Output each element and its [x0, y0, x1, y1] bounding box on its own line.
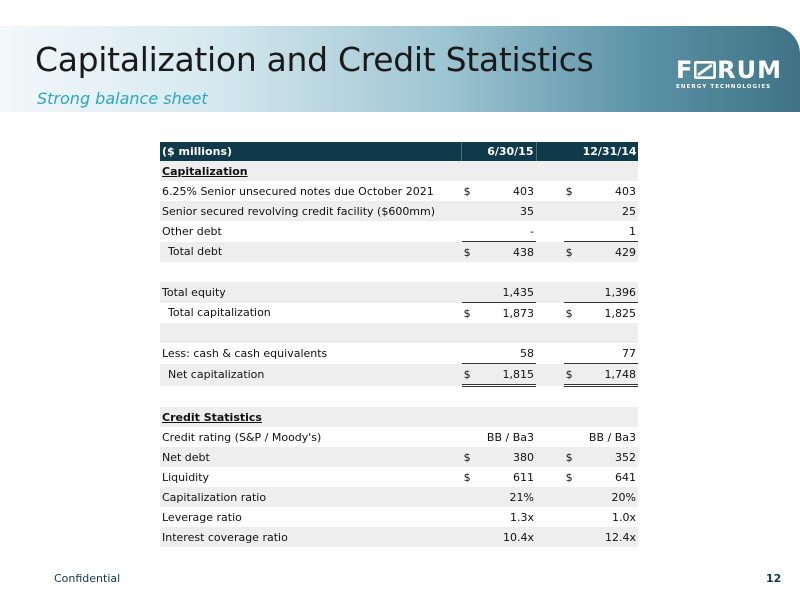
- value-12-31-14: 1.0x: [611, 510, 636, 524]
- currency-symbol: $: [563, 363, 581, 387]
- currency-symbol: $: [565, 470, 573, 484]
- table-row: Capitalization ratio 21% 20%: [160, 487, 638, 507]
- table-row-spacer: [160, 323, 638, 343]
- value-12-31-14: BB / Ba3: [588, 430, 636, 444]
- row-label: Other debt: [162, 224, 222, 238]
- row-label: Less: cash & cash equivalents: [162, 346, 328, 360]
- currency-symbol: $: [461, 241, 479, 262]
- table-row: Total equity 1,435 1,396: [160, 282, 638, 303]
- table-row-spacer: [160, 386, 638, 408]
- row-label: Total capitalization: [168, 306, 271, 320]
- value-6-30-15: 380: [478, 447, 536, 467]
- row-label: Net debt: [160, 447, 462, 467]
- row-label: Senior secured revolving credit facility…: [160, 201, 462, 221]
- currency-symbol: $: [461, 363, 479, 387]
- value-12-31-14: 1,825: [580, 302, 638, 323]
- value-6-30-15: 1,873: [478, 302, 536, 323]
- table-row: Credit Statistics: [160, 407, 638, 427]
- row-label: Total equity: [160, 282, 462, 303]
- row-label: Capitalization ratio: [160, 487, 462, 507]
- value-6-30-15: 21%: [478, 487, 536, 507]
- table-row: Less: cash & cash equivalents 58 77: [160, 343, 638, 364]
- logo-tagline: ENERGY TECHNOLOGIES: [676, 84, 772, 90]
- logo-word-right: RUM: [717, 56, 782, 84]
- value-12-31-14: 429: [580, 241, 638, 262]
- value-6-30-15: 58: [520, 346, 534, 360]
- value-6-30-15: 438: [478, 241, 536, 262]
- confidential-label: Confidential: [54, 572, 121, 585]
- value-6-30-15: 10.4x: [478, 527, 536, 547]
- header-units: ($ millions): [160, 142, 462, 161]
- row-label: Total debt: [160, 241, 462, 262]
- slide-title: Capitalization and Credit Statistics: [35, 40, 594, 79]
- table-row: Leverage ratio 1.3x 1.0x: [160, 507, 638, 527]
- value-12-31-14: 403: [615, 184, 636, 198]
- currency-symbol: $: [565, 184, 573, 198]
- currency-symbol: $: [563, 302, 581, 323]
- value-12-31-14: 77: [622, 346, 636, 360]
- header-col-12-31-14: 12/31/14: [580, 142, 638, 161]
- table-row: Total capitalization $ 1,873 $ 1,825: [160, 302, 638, 323]
- value-6-30-15: 1.3x: [509, 510, 534, 524]
- table-row: Interest coverage ratio 10.4x 12.4x: [160, 527, 638, 547]
- title-banner: [0, 26, 800, 112]
- value-12-31-14: 352: [580, 447, 638, 467]
- value-12-31-14: 641: [615, 470, 636, 484]
- value-12-31-14: 1,748: [580, 363, 638, 387]
- value-12-31-14: 12.4x: [580, 527, 638, 547]
- header-col-6-30-15: 6/30/15: [478, 142, 536, 161]
- currency-symbol: $: [563, 447, 581, 467]
- row-label: Liquidity: [162, 470, 210, 484]
- value-6-30-15: 611: [513, 470, 534, 484]
- table-row: Total debt $ 438 $ 429: [160, 241, 638, 262]
- row-label: Leverage ratio: [162, 510, 242, 524]
- value-6-30-15: BB / Ba3: [486, 430, 534, 444]
- table-row: 6.25% Senior unsecured notes due October…: [160, 181, 638, 201]
- value-12-31-14: 1,396: [580, 282, 638, 303]
- section-heading-capitalization: Capitalization: [160, 161, 462, 181]
- table-row: Senior secured revolving credit facility…: [160, 201, 638, 221]
- row-label: 6.25% Senior unsecured notes due October…: [162, 184, 434, 198]
- table-row: Net capitalization $ 1,815 $ 1,748: [160, 363, 638, 387]
- row-label: Net capitalization: [160, 363, 462, 386]
- value-12-31-14: 20%: [580, 487, 638, 507]
- row-label: Interest coverage ratio: [160, 527, 462, 547]
- section-heading-credit-statistics: Credit Statistics: [160, 407, 462, 427]
- currency-symbol: $: [463, 470, 471, 484]
- logo-wordmark: F RUM: [676, 58, 782, 82]
- value-6-30-15: 1,435: [478, 282, 536, 303]
- slide-subtitle: Strong balance sheet: [37, 89, 208, 108]
- value-6-30-15: 35: [478, 201, 536, 221]
- table-row-spacer: [160, 262, 638, 282]
- table-row: Other debt - 1: [160, 221, 638, 242]
- capitalization-table: ($ millions) 6/30/15 12/31/14 Capitaliza…: [160, 142, 638, 547]
- currency-symbol: $: [563, 241, 581, 262]
- currency-symbol: $: [461, 447, 479, 467]
- value-6-30-15: -: [530, 224, 534, 238]
- table-header-row: ($ millions) 6/30/15 12/31/14: [160, 142, 638, 161]
- currency-symbol: $: [461, 302, 479, 323]
- table-row: Credit rating (S&P / Moody's) BB / Ba3 B…: [160, 427, 638, 447]
- value-12-31-14: 25: [580, 201, 638, 221]
- table-row: Liquidity $ 611 $ 641: [160, 467, 638, 487]
- value-12-31-14: 1: [629, 224, 636, 238]
- logo-o-mark-icon: [694, 61, 717, 79]
- currency-symbol: $: [463, 184, 471, 198]
- page-number: 12: [766, 572, 782, 585]
- value-6-30-15: 1,815: [478, 363, 536, 387]
- company-logo: F RUM ENERGY TECHNOLOGIES: [676, 58, 782, 90]
- table-row: Net debt $ 380 $ 352: [160, 447, 638, 467]
- row-label: Credit rating (S&P / Moody's): [162, 430, 322, 444]
- logo-word-left: F: [676, 56, 694, 84]
- value-6-30-15: 403: [513, 184, 534, 198]
- table-row: Capitalization: [160, 161, 638, 181]
